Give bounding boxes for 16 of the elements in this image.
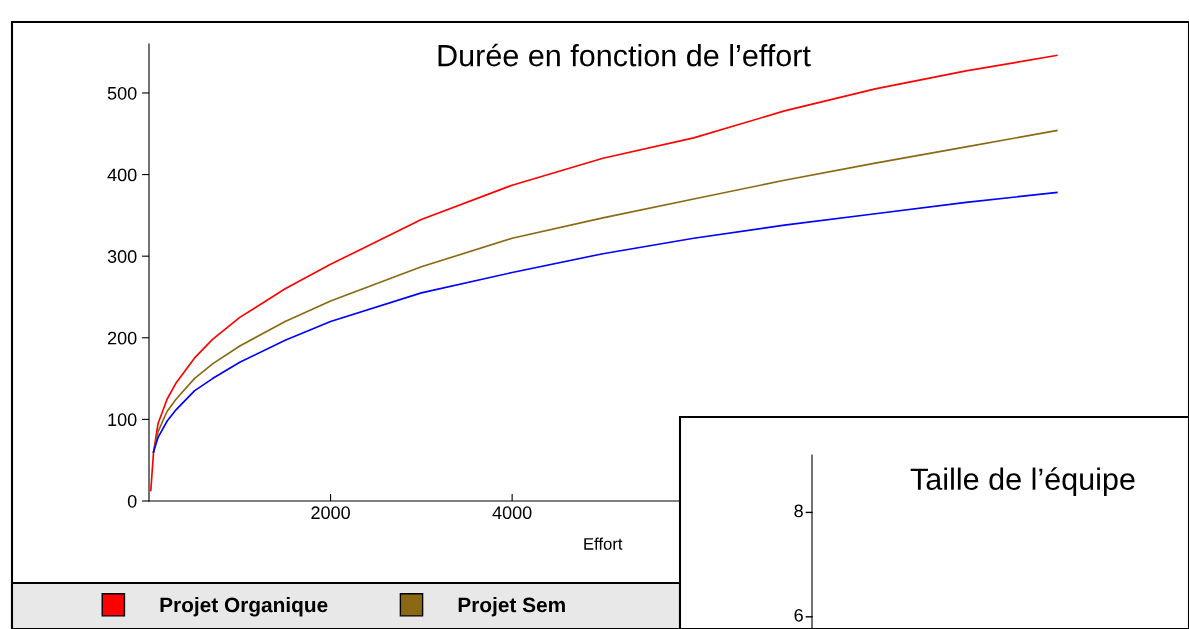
legend-label: Projet Organique	[160, 596, 328, 617]
chart-title: Durée en fonction de l’effort	[438, 43, 811, 67]
text: 6	[794, 608, 803, 622]
x-tick-label: 2000	[311, 506, 350, 520]
text: Taille de l’équipe	[910, 467, 1135, 497]
x-axis-title: Effort	[584, 537, 623, 550]
y-tick-label: 200	[107, 331, 137, 345]
text: 8	[794, 504, 803, 518]
y-tick-label: 300	[107, 250, 137, 263]
legend-label: Projet Sem	[458, 596, 565, 617]
y-tick-label: 400	[107, 168, 137, 182]
y-tick-label: 100	[108, 413, 137, 427]
x-tick-label: 4000	[492, 506, 532, 520]
y-tick-label: 0	[127, 494, 137, 508]
y-tick-label: 500	[107, 86, 137, 100]
line-series	[152, 191, 1058, 453]
